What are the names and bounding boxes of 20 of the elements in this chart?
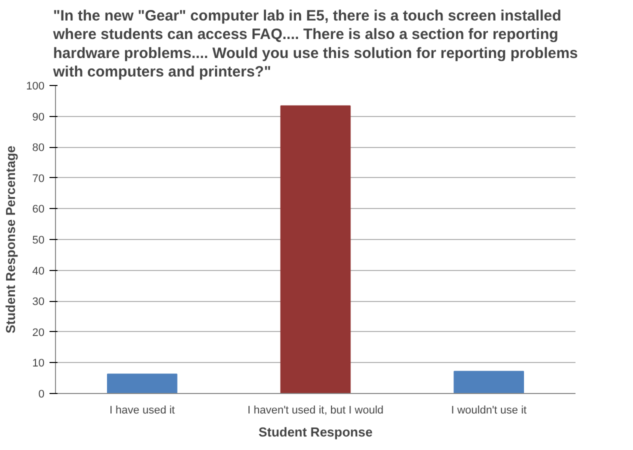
y-tick-label: 30 — [32, 296, 45, 308]
bar — [454, 370, 524, 394]
bar — [107, 374, 178, 394]
y-tick-label: 70 — [32, 172, 45, 185]
x-axis-title: Student Response — [258, 424, 373, 440]
y-tick-label: 10 — [32, 358, 45, 370]
y-tick-label: 20 — [32, 326, 45, 339]
y-axis-title: Student Response Percentage — [3, 146, 18, 334]
y-tick-label: 0 — [38, 388, 45, 400]
y-tick-label: 60 — [32, 204, 45, 216]
y-tick-label: 80 — [32, 142, 45, 154]
x-tick-label: I haven't used it, but I would — [247, 404, 384, 416]
x-tick-label: I wouldn't use it — [451, 404, 527, 416]
y-tick-label: 50 — [32, 234, 45, 246]
y-tick-label: 100 — [26, 80, 45, 92]
chart-title: "In the new "Gear" computer lab in E5, there is a touch screen installed where students can access FAQ.... There is also a section for reporting hardware problems.... Would you use this solution for reporting problems with computers and printers?" — [52, 7, 578, 80]
bar — [280, 105, 351, 394]
x-tick-label: I have used it — [109, 404, 175, 416]
y-tick-label: 90 — [32, 111, 45, 124]
y-tick-label: 40 — [32, 265, 45, 278]
